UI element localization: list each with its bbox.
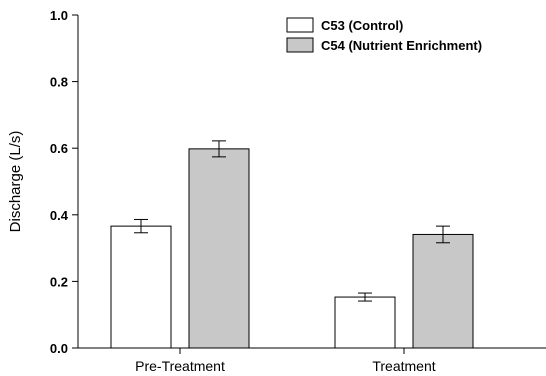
legend: C53 (Control) C54 (Nutrient Enrichment) (286, 17, 482, 53)
y-tick-label: 0.2 (50, 274, 68, 289)
y-tick-label: 0.6 (50, 141, 68, 156)
y-axis-title: Discharge (L/s) (7, 131, 24, 233)
y-tick-label: 1.0 (50, 8, 68, 23)
bar (334, 296, 396, 349)
bar (188, 148, 250, 349)
bar (110, 225, 172, 349)
legend-label: C53 (Control) (321, 18, 403, 33)
y-tick-label: 0.4 (50, 208, 69, 223)
y-tick-label: 0.0 (50, 341, 68, 356)
x-tick-label: Treatment (372, 358, 435, 374)
error-bars (134, 140, 450, 302)
legend-label: C54 (Nutrient Enrichment) (321, 38, 482, 53)
legend-swatch (286, 17, 314, 33)
bar (412, 233, 474, 349)
legend-swatch (286, 37, 314, 53)
x-tick-label: Pre-Treatment (135, 358, 225, 374)
y-tick-label: 0.8 (50, 75, 68, 90)
bars (110, 148, 474, 349)
y-axis: 0.0 0.2 0.4 0.6 0.8 1.0 (50, 8, 79, 356)
x-axis: Pre-Treatment Treatment (78, 347, 546, 374)
